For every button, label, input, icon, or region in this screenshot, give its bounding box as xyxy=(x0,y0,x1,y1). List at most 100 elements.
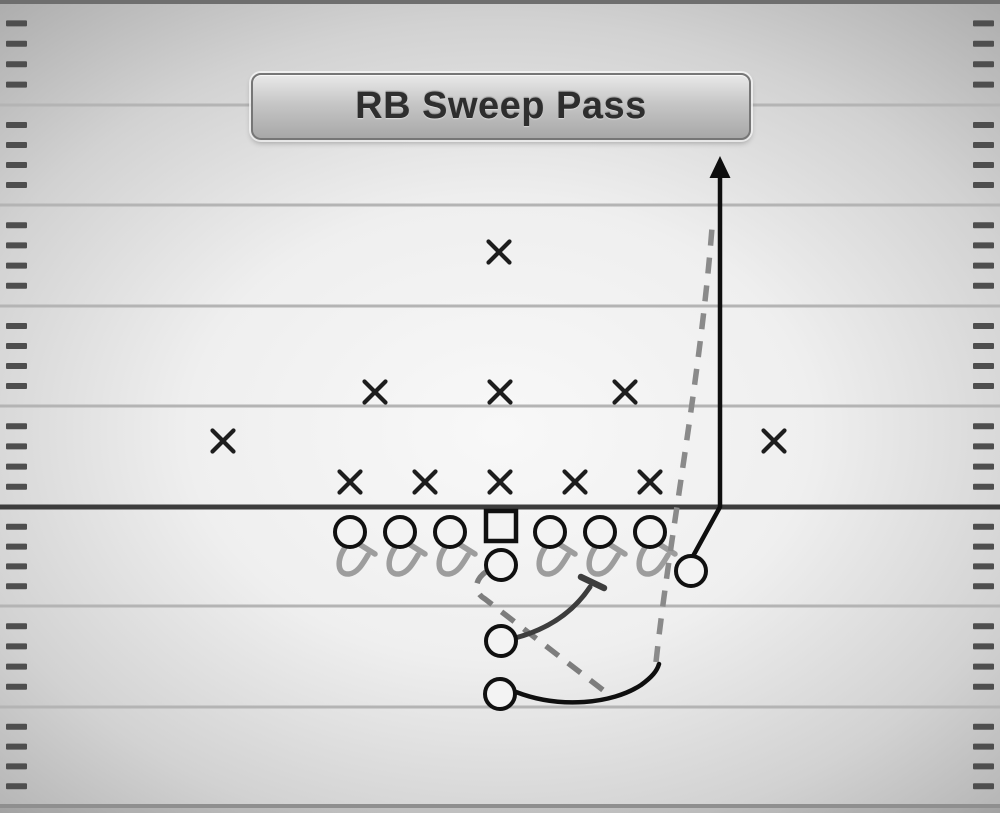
hash-mark-left xyxy=(6,242,27,249)
hash-mark-right xyxy=(973,443,994,450)
hash-mark-right xyxy=(973,463,994,470)
hash-mark-left xyxy=(6,122,27,128)
hash-mark-right xyxy=(973,282,994,289)
hash-mark-right xyxy=(973,162,994,168)
hash-mark-left xyxy=(6,182,27,188)
hash-mark-right xyxy=(973,543,994,550)
hash-mark-left xyxy=(6,81,27,88)
hash-mark-right xyxy=(973,363,994,369)
hash-mark-left xyxy=(6,723,27,730)
hash-mark-right xyxy=(973,643,994,650)
hash-mark-left xyxy=(6,743,27,750)
block-cap-lineman-right-1 xyxy=(556,541,578,557)
hash-mark-left xyxy=(6,563,27,570)
hash-mark-right xyxy=(973,563,994,570)
hash-mark-left xyxy=(6,763,27,770)
defender-x-linebacker-left xyxy=(362,379,388,405)
offense-player-wingback xyxy=(674,554,708,588)
block-route-lineman-right-3 xyxy=(636,543,671,577)
hash-mark-right xyxy=(973,61,994,68)
hash-mark-right xyxy=(973,683,994,690)
block-cap-lineman-right-3 xyxy=(656,541,678,557)
hash-mark-left xyxy=(6,643,27,650)
hash-mark-right xyxy=(973,483,994,490)
hash-mark-left xyxy=(6,543,27,550)
pass-trajectory xyxy=(653,227,715,663)
offense-player-lineman-left-3 xyxy=(433,515,467,549)
hash-mark-right xyxy=(973,122,994,128)
hash-mark-right xyxy=(973,323,994,329)
block-cap-lineman-left-3 xyxy=(456,541,478,557)
hash-mark-right xyxy=(973,81,994,88)
hash-mark-right xyxy=(973,763,994,770)
hash-mark-right xyxy=(973,623,994,630)
hash-mark-right xyxy=(973,242,994,249)
defender-x-dlineman-4 xyxy=(562,469,588,495)
hash-mark-right xyxy=(973,583,994,590)
offense-player-quarterback xyxy=(484,548,518,582)
offense-player-center xyxy=(483,508,519,544)
hash-mark-left xyxy=(6,463,27,470)
wingback-go-route-arrowhead xyxy=(709,156,731,178)
offense-player-lineman-left-2 xyxy=(383,515,417,549)
play-title: RB Sweep Pass xyxy=(355,85,647,127)
hash-mark-right xyxy=(973,20,994,27)
fullback-block-route-block-cap xyxy=(577,573,608,592)
offense-player-lineman-right-3 xyxy=(633,515,667,549)
block-cap-lineman-left-2 xyxy=(406,541,428,557)
defender-x-linebacker-mid xyxy=(487,379,513,405)
offense-player-lineman-right-2 xyxy=(583,515,617,549)
bottom-edge-shade xyxy=(0,808,1000,813)
hash-mark-right xyxy=(973,262,994,269)
defender-x-dlineman-1 xyxy=(337,469,363,495)
hash-mark-left xyxy=(6,162,27,168)
offense-player-runningback xyxy=(483,677,517,711)
hash-mark-left xyxy=(6,383,27,389)
hash-mark-right xyxy=(973,423,994,430)
hash-mark-left xyxy=(6,583,27,590)
block-route-lineman-right-1 xyxy=(536,543,571,577)
hash-mark-right xyxy=(973,743,994,750)
defender-x-dlineman-5 xyxy=(637,469,663,495)
hash-mark-right xyxy=(973,523,994,530)
hash-mark-left xyxy=(6,40,27,47)
block-route-lineman-left-2 xyxy=(386,543,421,577)
defender-x-safety xyxy=(486,239,512,265)
quarterback-motion-path xyxy=(473,568,614,700)
hash-mark-left xyxy=(6,323,27,329)
wingback-go-route xyxy=(689,174,723,561)
defender-x-linebacker-right xyxy=(612,379,638,405)
hash-mark-left xyxy=(6,142,27,148)
block-route-lineman-right-2 xyxy=(586,543,621,577)
defender-x-dlineman-2 xyxy=(412,469,438,495)
hash-mark-left xyxy=(6,282,27,289)
offense-player-lineman-right-1 xyxy=(533,515,567,549)
defender-x-cornerback-right xyxy=(761,428,787,454)
runningback-sweep-path xyxy=(513,661,662,705)
block-route-lineman-left-1 xyxy=(336,543,371,577)
hash-mark-left xyxy=(6,363,27,369)
hash-mark-right xyxy=(973,182,994,188)
fullback-block-route xyxy=(512,584,593,641)
hash-mark-left xyxy=(6,523,27,530)
hash-mark-left xyxy=(6,343,27,349)
defender-x-cornerback-left xyxy=(210,428,236,454)
hash-mark-right xyxy=(973,663,994,670)
hash-mark-left xyxy=(6,423,27,430)
hash-mark-right xyxy=(973,783,994,790)
block-cap-lineman-right-2 xyxy=(606,541,628,557)
hash-mark-left xyxy=(6,783,27,790)
hash-mark-left xyxy=(6,483,27,490)
hash-mark-left xyxy=(6,623,27,630)
defender-x-dlineman-3 xyxy=(487,469,513,495)
hash-mark-left xyxy=(6,61,27,68)
block-cap-lineman-left-1 xyxy=(356,541,378,557)
hash-mark-left xyxy=(6,262,27,269)
hash-mark-right xyxy=(973,723,994,730)
block-route-lineman-left-3 xyxy=(436,543,471,577)
hash-mark-right xyxy=(973,383,994,389)
offense-player-lineman-left-1 xyxy=(333,515,367,549)
hash-mark-left xyxy=(6,443,27,450)
